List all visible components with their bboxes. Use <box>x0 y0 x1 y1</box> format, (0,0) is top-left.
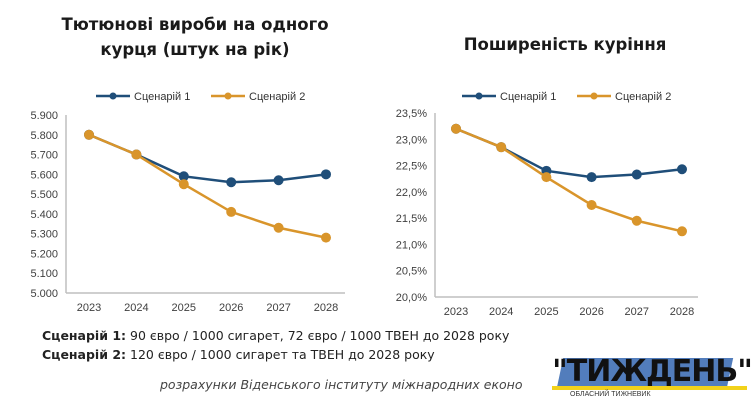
y-tick-label: 21,5% <box>396 213 427 225</box>
data-point-series-2 <box>226 206 237 217</box>
data-point-series-1 <box>178 171 189 182</box>
x-tick-label: 2028 <box>670 306 694 318</box>
y-tick-label: 5.300 <box>30 229 58 241</box>
legend-label-series-2: Сценарій 2 <box>615 91 671 103</box>
data-point-series-1 <box>226 177 237 188</box>
chart-title-line-1: Тютюнові вироби на одного <box>61 15 329 34</box>
y-tick-label: 22,5% <box>396 161 427 173</box>
scenario-1-label: Сценарій 1: <box>42 328 127 343</box>
x-tick-label: 2024 <box>124 302 148 314</box>
x-tick-label: 2023 <box>77 302 101 314</box>
legend-label-series-1: Сценарій 1 <box>500 91 556 103</box>
legend-label-series-2: Сценарій 2 <box>249 91 305 103</box>
x-tick-label: 2025 <box>534 306 558 318</box>
data-point-series-2 <box>321 232 331 243</box>
x-tick-label: 2026 <box>579 306 603 318</box>
x-tick-label: 2023 <box>444 306 468 318</box>
y-tick-label: 23,0% <box>396 134 427 146</box>
data-point-series-2 <box>131 149 142 160</box>
source-note: розрахунки Віденського інституту міжнаро… <box>160 377 523 392</box>
legend-marker-series-1 <box>475 92 483 100</box>
chart-title-line-2: курця (штук на рік) <box>100 40 290 59</box>
y-tick-label: 5.600 <box>30 169 58 181</box>
y-tick-label: 22,0% <box>396 187 427 199</box>
y-tick-label: 5.000 <box>30 288 58 300</box>
data-point-series-2 <box>496 142 507 153</box>
x-tick-label: 2024 <box>489 306 513 318</box>
scenario-1-text: 90 євро / 1000 сигарет, 72 євро / 1000 Т… <box>126 328 510 343</box>
y-tick-label: 23,5% <box>396 108 427 120</box>
chart-smoking-prevalence: 20,0% 20,5% 21,0% 21,5% 22,0% 22,5% 23,0% 23,5%… <box>396 91 698 318</box>
chart-tobacco-per-smoker: 5.000 5.100 5.200 5.300 5.400 5.500 5.600 5.700… <box>30 91 345 314</box>
series-line-1 <box>455 127 683 179</box>
data-point-series-1 <box>321 169 331 180</box>
legend-marker-series-1 <box>109 92 117 100</box>
data-point-series-1 <box>586 172 597 183</box>
chart-title-tobacco-per-smoker: Тютюнові вироби на одного курця (штук на… <box>30 12 360 62</box>
scenario-2-caption: Сценарій 2: 120 євро / 1000 сигарет та Т… <box>42 347 435 362</box>
scenario-2-text: 120 євро / 1000 сигарет та ТВЕН до 2028 … <box>126 347 435 362</box>
x-tick-label: 2025 <box>172 302 196 314</box>
y-tick-label: 5.900 <box>30 110 58 122</box>
y-tick-label: 5.700 <box>30 150 58 162</box>
legend-marker-series-2 <box>224 92 232 100</box>
scenario-2-label: Сценарій 2: <box>42 347 127 362</box>
data-point-series-1 <box>273 175 284 186</box>
y-tick-label: 5.800 <box>30 130 58 142</box>
x-tick-label: 2027 <box>266 302 290 314</box>
data-point-series-2 <box>273 222 284 233</box>
y-tick-label: 21,0% <box>396 239 427 251</box>
legend-label-series-1: Сценарій 1 <box>134 91 190 103</box>
chart-title-line-1: Поширеність куріння <box>463 35 667 54</box>
x-tick-label: 2027 <box>625 306 649 318</box>
y-tick-label: 20,0% <box>396 292 427 304</box>
scenario-1-caption: Сценарій 1: 90 євро / 1000 сигарет, 72 є… <box>42 328 509 343</box>
data-point-series-2 <box>178 179 189 190</box>
y-tick-label: 5.500 <box>30 189 58 201</box>
legend-marker-series-2 <box>590 92 598 100</box>
x-tick-label: 2028 <box>314 302 338 314</box>
logo-yellow-stripe <box>552 386 747 390</box>
data-point-series-1 <box>631 169 642 180</box>
y-tick-label: 5.200 <box>30 248 58 260</box>
y-tick-label: 5.400 <box>30 209 58 221</box>
series-line-2 <box>455 127 683 233</box>
data-point-series-2 <box>541 172 552 183</box>
data-point-series-1 <box>677 164 687 175</box>
series-line-2 <box>88 133 327 239</box>
chart-title-smoking-prevalence: Поширеність куріння <box>395 34 735 56</box>
y-tick-label: 20,5% <box>396 266 427 278</box>
data-point-series-2 <box>451 123 461 134</box>
logo-subtitle: ОБЛАСНИЙ ТИЖНЕВИК <box>570 391 651 398</box>
tyzhden-watermark-logo: "ТИЖДЕНЬ" ОБЛАСНИЙ ТИЖНЕВИК <box>552 352 753 408</box>
data-point-series-2 <box>586 200 597 210</box>
logo-word: "ТИЖДЕНЬ" <box>552 354 753 389</box>
data-point-series-2 <box>84 129 94 140</box>
x-tick-label: 2026 <box>219 302 243 314</box>
y-tick-label: 5.100 <box>30 268 58 280</box>
data-point-series-2 <box>631 215 642 226</box>
data-point-series-2 <box>677 226 687 237</box>
